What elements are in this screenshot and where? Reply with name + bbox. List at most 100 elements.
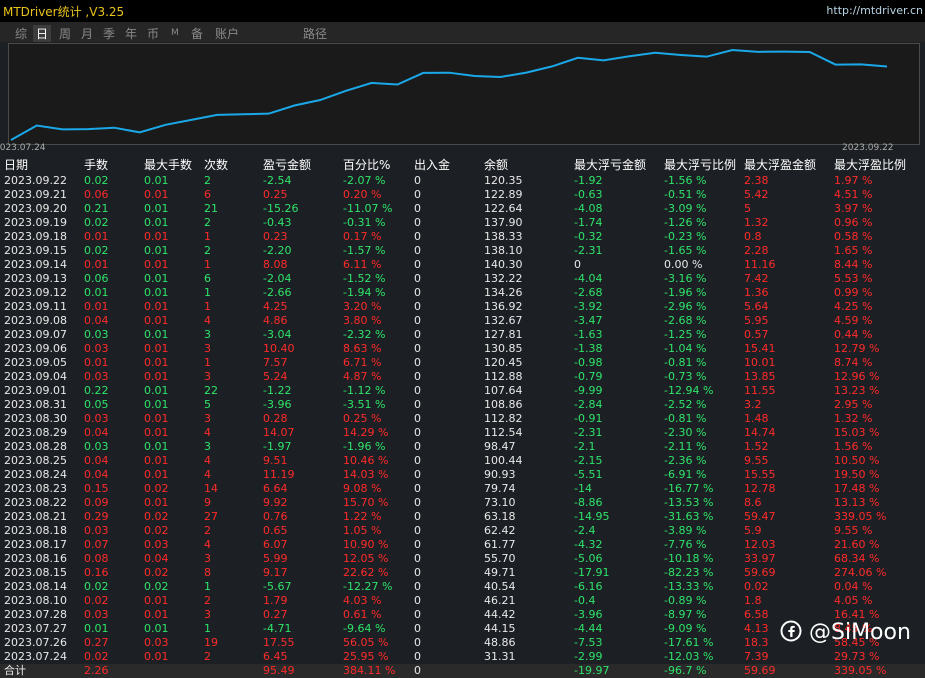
cell: 6.64 bbox=[263, 482, 288, 495]
data-row: 2023.08.25 0.04 0.01 4 9.51 10.46 % 0 100.44 -2.… bbox=[0, 454, 925, 468]
cell: 0.03 bbox=[84, 608, 109, 621]
cell: 120.35 bbox=[484, 174, 523, 187]
cell: 2023.08.21 bbox=[4, 510, 67, 523]
cell: 59.69 bbox=[744, 566, 776, 579]
site-link[interactable]: http://mtdriver.cn bbox=[826, 4, 923, 17]
cell: 58.45 % bbox=[834, 636, 880, 649]
cell: 0 bbox=[414, 216, 421, 229]
cell: -2.54 bbox=[263, 174, 292, 187]
tab[interactable]: 路径 bbox=[303, 27, 328, 41]
cell: 62.42 bbox=[484, 524, 516, 537]
tab[interactable]: 季 bbox=[103, 27, 116, 41]
cell: 0 bbox=[414, 468, 421, 481]
cell: -2.11 % bbox=[664, 440, 707, 453]
cell: 0.03 bbox=[84, 412, 109, 425]
cell: 0.03 bbox=[144, 636, 169, 649]
tab[interactable]: M bbox=[171, 28, 179, 38]
cell: 339.05 % bbox=[834, 510, 887, 523]
cell: 6.11 % bbox=[343, 258, 382, 271]
cell: -17.61 % bbox=[664, 636, 714, 649]
cell: -3.09 % bbox=[664, 202, 707, 215]
cell: 4.25 bbox=[263, 300, 288, 313]
cell: -12.27 % bbox=[343, 580, 393, 593]
cell: 0.01 bbox=[144, 300, 169, 313]
data-row: 2023.07.26 0.27 0.03 19 17.55 56.05 % 0 48.86 -7… bbox=[0, 636, 925, 650]
cell: 0.07 bbox=[84, 538, 109, 551]
cell: 11.55 bbox=[744, 384, 776, 397]
tab[interactable]: 账户 bbox=[215, 27, 240, 41]
cell: 2023.09.08 bbox=[4, 314, 67, 327]
tab[interactable]: 备 bbox=[191, 27, 204, 41]
cell: 0 bbox=[414, 622, 421, 635]
cell: 9.55 bbox=[744, 454, 769, 467]
tab[interactable]: 月 bbox=[81, 27, 94, 41]
cell: 0.01 bbox=[144, 328, 169, 341]
cell: 13.13 % bbox=[834, 496, 880, 509]
cell: -17.91 bbox=[574, 566, 610, 579]
cell: 1.97 % bbox=[834, 174, 873, 187]
cell: -1.26 % bbox=[664, 216, 707, 229]
cell: -3.16 % bbox=[664, 272, 707, 285]
cell: 2023.09.19 bbox=[4, 216, 67, 229]
cell: 4.25 % bbox=[834, 300, 873, 313]
cell: 0.01 bbox=[144, 188, 169, 201]
cell: 0.01 bbox=[84, 258, 109, 271]
cell: -2.36 % bbox=[664, 454, 707, 467]
cell: 112.54 bbox=[484, 426, 523, 439]
cell: 0.02 bbox=[84, 580, 109, 593]
cell: 11.19 bbox=[263, 468, 295, 481]
cell: 15.41 bbox=[744, 342, 776, 355]
cell: -3.51 % bbox=[343, 398, 386, 411]
data-row: 2023.08.30 0.03 0.01 3 0.28 0.25 % 0 112.82 -0.9… bbox=[0, 412, 925, 426]
cell: 2023.09.04 bbox=[4, 370, 67, 383]
cell: -4.04 bbox=[574, 272, 603, 285]
cell: 13.85 bbox=[744, 370, 776, 383]
cell: -2.31 bbox=[574, 244, 603, 257]
tab[interactable]: 币 bbox=[147, 27, 160, 41]
cell: 2023.09.15 bbox=[4, 244, 67, 257]
cell: 2023.07.27 bbox=[4, 622, 67, 635]
cell: 3.97 % bbox=[834, 202, 873, 215]
cell: -11.07 % bbox=[343, 202, 393, 215]
cell: 0 bbox=[414, 594, 421, 607]
cell: 0 bbox=[414, 510, 421, 523]
cell: 19.50 % bbox=[834, 468, 880, 481]
cell: 1.65 % bbox=[834, 244, 873, 257]
cell: -13.33 % bbox=[664, 580, 714, 593]
cell: -5.06 bbox=[574, 552, 603, 565]
cell: 0.57 bbox=[744, 328, 769, 341]
cell: 1.52 bbox=[744, 440, 769, 453]
cell: 14 bbox=[204, 482, 218, 495]
cell: 3 bbox=[204, 328, 211, 341]
cell: 合计 bbox=[4, 664, 26, 677]
cell: 0 bbox=[414, 314, 421, 327]
cell: 0.01 bbox=[144, 622, 169, 635]
cell: 68.34 % bbox=[834, 552, 880, 565]
data-row: 2023.08.18 0.03 0.02 2 0.65 1.05 % 0 62.42 -2.4 -… bbox=[0, 524, 925, 538]
cell: 0.04 bbox=[84, 454, 109, 467]
cell: 40.54 bbox=[484, 580, 516, 593]
cell: 138.10 bbox=[484, 244, 523, 257]
tab[interactable]: 日 bbox=[33, 25, 52, 42]
cell: 2023.09.06 bbox=[4, 342, 67, 355]
cell: 0 bbox=[574, 258, 581, 271]
cell: -1.74 bbox=[574, 216, 603, 229]
cell: 1 bbox=[204, 258, 211, 271]
cell: 12.96 % bbox=[834, 370, 880, 383]
cell: 6.07 bbox=[263, 538, 288, 551]
cell: 0.01 bbox=[144, 468, 169, 481]
cell: 2023.08.17 bbox=[4, 538, 67, 551]
tab[interactable]: 综 bbox=[15, 27, 28, 41]
column-header: 最大手数 bbox=[144, 158, 193, 172]
tab[interactable]: 周 bbox=[59, 27, 72, 41]
total-row: 合计 2.26 95.49 384.11 % 0 -19.97 -96.7 % 59.69 33… bbox=[0, 664, 925, 678]
cell: 120.45 bbox=[484, 356, 523, 369]
cell: 0.01 bbox=[144, 286, 169, 299]
cell: 2023.08.24 bbox=[4, 468, 67, 481]
tab[interactable]: 年 bbox=[125, 27, 138, 41]
cell: -4.44 bbox=[574, 622, 603, 635]
cell: 0 bbox=[414, 342, 421, 355]
cell: 2023.07.28 bbox=[4, 608, 67, 621]
cell: 1 bbox=[204, 230, 211, 243]
cell: -4.71 bbox=[263, 622, 292, 635]
